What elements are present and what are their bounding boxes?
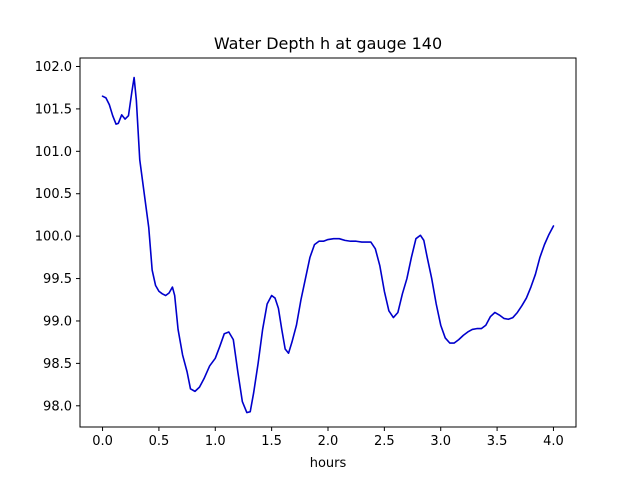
y-tick-label: 100.0 [35,230,72,245]
y-tick-label: 100.5 [35,187,72,202]
series-line-0 [101,76,555,414]
y-axis-ticks: 98.0 98.5 99.0 99.5 100.0 100.5 101.0 101.5 102.… [35,60,80,414]
y-tick-label: 101.0 [35,145,72,160]
x-tick-label: 1.0 [205,434,226,449]
x-axis-ticks: 0.0 0.5 1.0 1.5 2.0 2.5 3.0 3.5 4.0 [92,427,564,449]
plot-area [79,57,577,428]
axes-frame [79,57,577,428]
y-tick-label: 101.5 [35,102,72,117]
chart-title: Water Depth h at gauge 140 [214,34,442,53]
x-tick-label: 1.5 [261,434,282,449]
y-tick-label: 99.0 [43,314,72,329]
y-tick-label: 99.5 [43,272,72,287]
x-tick-label: 0.0 [92,434,113,449]
y-tick-label: 102.0 [35,60,72,75]
x-tick-label: 0.5 [149,434,170,449]
y-tick-label: 98.5 [43,357,72,372]
y-tick-label: 98.0 [43,399,72,414]
x-axis-label: hours [310,456,347,471]
x-tick-label: 3.0 [430,434,451,449]
x-tick-label: 2.0 [318,434,339,449]
x-tick-label: 2.5 [374,434,395,449]
x-tick-label: 4.0 [543,434,564,449]
x-tick-label: 3.5 [487,434,508,449]
